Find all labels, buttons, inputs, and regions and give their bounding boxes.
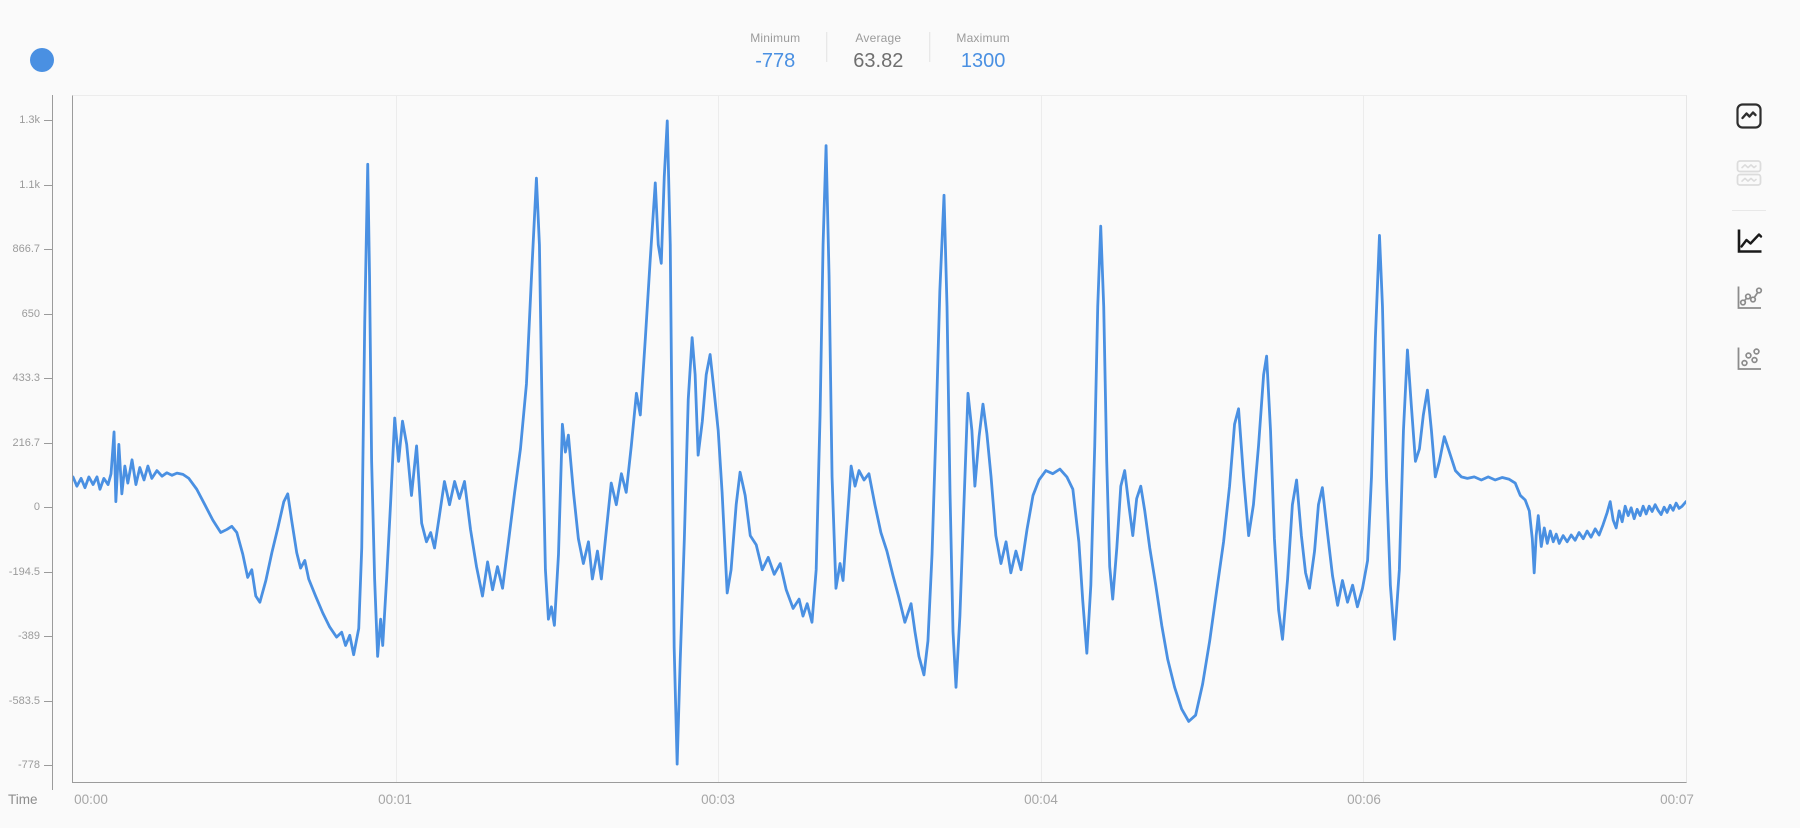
y-axis-tick-mark — [44, 378, 53, 379]
y-axis-tick-label: -583.5 — [8, 694, 40, 707]
y-axis-tick-label: 0 — [33, 501, 40, 513]
x-axis-tick-label: 00:07 — [1660, 792, 1694, 807]
y-axis-tick-label: 1.3k — [19, 114, 40, 126]
y-axis-tick-mark — [44, 700, 53, 702]
stat-minimum-value: -778 — [755, 50, 796, 72]
stat-divider — [826, 32, 828, 62]
stat-average: Average 63.82 — [827, 31, 929, 73]
stat-maximum: Maximum 1300 — [930, 31, 1035, 73]
stat-average-label: Average — [855, 31, 902, 45]
line-points-chart-type-button[interactable] — [1734, 282, 1764, 312]
y-axis-tick-mark — [44, 765, 53, 766]
vertical-gridline — [1363, 96, 1365, 782]
x-axis-tick-label: 00:01 — [378, 792, 412, 807]
stat-minimum: Minimum -778 — [724, 31, 826, 73]
plot-area[interactable] — [72, 95, 1687, 783]
line-chart-icon — [1737, 229, 1763, 253]
scatter-chart-type-button[interactable] — [1734, 343, 1764, 373]
split-panel-view-button[interactable] — [1734, 158, 1764, 188]
signal-line — [73, 119, 1686, 766]
stat-maximum-value: 1300 — [960, 50, 1006, 72]
x-axis-tick-label: 00:04 — [1024, 792, 1058, 807]
y-axis-tick-mark — [44, 571, 53, 573]
line-points-chart-icon — [1737, 286, 1763, 309]
line-chart-type-button[interactable] — [1734, 226, 1764, 256]
stat-average-value: 63.82 — [853, 50, 904, 72]
y-axis-tick-label: 1.1k — [19, 178, 40, 191]
split-panel-chart-icon — [1736, 160, 1762, 186]
series-color-chip[interactable] — [30, 48, 54, 72]
y-axis-tick-mark — [44, 184, 53, 186]
y-axis-tick-label: -778 — [17, 759, 40, 771]
x-axis-title: Time — [8, 792, 38, 807]
y-axis-tick-label: -389 — [17, 630, 40, 642]
stat-divider — [929, 32, 931, 62]
stats-summary-bar: Minimum -778 Average 63.82 Maximum 1300 — [724, 31, 1036, 73]
vertical-gridline — [1040, 96, 1042, 782]
y-axis-tick-label: 216.7 — [12, 436, 40, 449]
y-axis-tick-label: 433.3 — [12, 372, 40, 384]
x-axis-tick-label: 00:03 — [701, 792, 735, 807]
single-panel-chart-icon — [1736, 103, 1762, 129]
y-axis-tick-mark — [44, 507, 53, 508]
stat-maximum-label: Maximum — [956, 31, 1010, 45]
y-axis-tick-label: -194.5 — [8, 565, 40, 578]
stat-minimum-label: Minimum — [750, 31, 801, 45]
y-axis-tick-mark — [44, 313, 53, 315]
y-axis-tick-label: 650 — [21, 307, 40, 320]
toolbar-divider — [1732, 210, 1766, 211]
y-axis-tick-mark — [44, 120, 53, 121]
signal-chart — [73, 119, 1686, 766]
scatter-chart-icon — [1737, 347, 1761, 370]
x-axis-tick-label: 00:00 — [74, 792, 108, 807]
y-axis-tick-mark — [44, 442, 53, 444]
y-axis-tick-mark — [44, 636, 53, 637]
y-axis-tick-mark — [44, 249, 53, 250]
single-panel-view-button[interactable] — [1734, 101, 1764, 131]
y-axis-tick-label: 866.7 — [12, 243, 40, 255]
x-axis-tick-label: 00:06 — [1347, 792, 1381, 807]
